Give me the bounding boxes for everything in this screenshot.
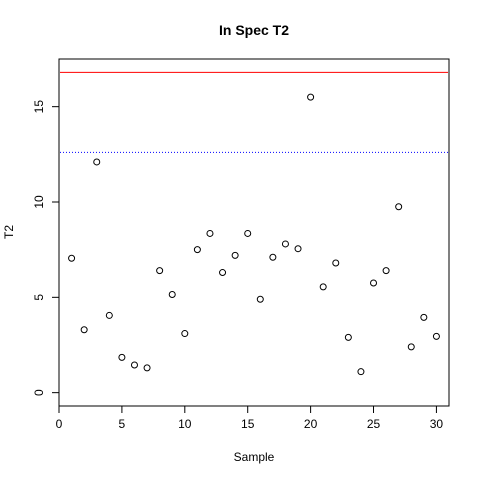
y-axis: 0 5 10 15	[32, 100, 59, 396]
data-point	[168, 290, 176, 298]
data-point	[105, 311, 113, 319]
data-point	[244, 229, 252, 237]
data-points	[68, 93, 440, 376]
y-tick-label: 10	[32, 195, 46, 209]
reference-lines	[60, 71, 448, 153]
chart-title: In Spec T2	[219, 22, 289, 38]
x-tick-label: 30	[430, 417, 444, 431]
x-axis: 0 5 10 15 20 25 30	[56, 406, 444, 431]
y-tick-label: 5	[32, 294, 46, 301]
data-point	[370, 279, 378, 287]
x-axis-label: Sample	[234, 450, 275, 464]
data-point	[281, 240, 289, 248]
x-tick-label: 5	[119, 417, 126, 431]
data-point	[130, 361, 138, 369]
data-point	[156, 267, 164, 275]
data-point	[344, 333, 352, 341]
data-point	[181, 330, 189, 338]
data-point	[420, 313, 428, 321]
data-point	[256, 295, 264, 303]
x-tick-label: 20	[304, 417, 318, 431]
data-point	[219, 269, 227, 277]
x-tick-label: 15	[241, 417, 255, 431]
data-point	[231, 251, 239, 259]
data-point	[432, 332, 440, 340]
data-point	[269, 253, 277, 261]
y-axis-label: T2	[2, 225, 16, 239]
x-tick-label: 0	[56, 417, 63, 431]
data-point	[80, 326, 88, 334]
data-point	[407, 343, 415, 351]
data-point	[357, 368, 365, 376]
data-point	[294, 245, 302, 253]
x-tick-label: 25	[367, 417, 381, 431]
plot-frame	[58, 58, 450, 407]
data-point	[118, 353, 126, 361]
data-point	[143, 364, 151, 372]
data-point	[307, 93, 315, 101]
data-point	[193, 246, 201, 254]
data-point	[93, 158, 101, 166]
data-point	[319, 283, 327, 291]
y-tick-label: 15	[32, 100, 46, 114]
y-tick-label: 0	[32, 389, 46, 396]
data-point	[395, 203, 403, 211]
data-point	[68, 254, 76, 262]
data-point	[332, 259, 340, 267]
data-point	[382, 267, 390, 275]
data-point	[206, 229, 214, 237]
x-tick-label: 10	[178, 417, 192, 431]
